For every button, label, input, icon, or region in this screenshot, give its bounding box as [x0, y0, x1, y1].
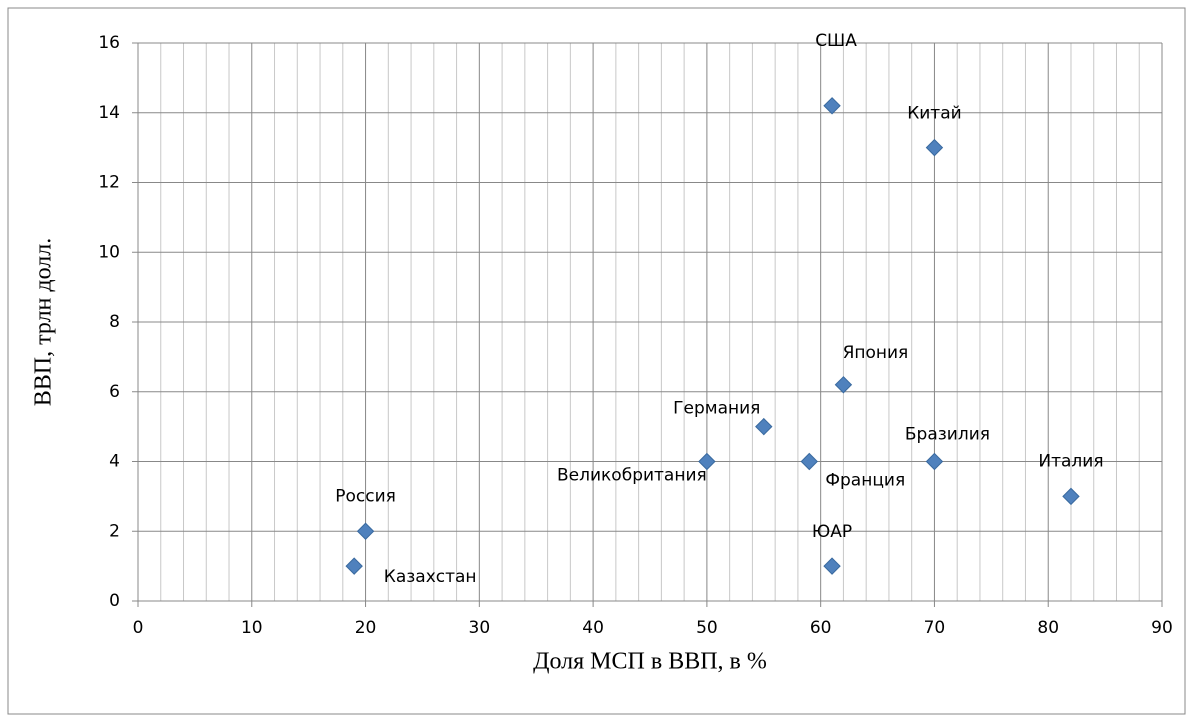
point — [834, 376, 853, 394]
point-label: Франция — [825, 471, 905, 491]
x-tick-label: 40 — [582, 618, 604, 638]
y-tick-label: 10 — [98, 242, 120, 262]
point-label: Россия — [335, 486, 396, 506]
y-tick-label: 16 — [98, 33, 120, 53]
point — [755, 417, 773, 436]
point — [823, 97, 841, 115]
point-label: Бразилия — [905, 425, 990, 445]
point — [1062, 487, 1080, 506]
x-tick-label: 30 — [469, 618, 491, 638]
x-tick-label: 70 — [924, 618, 946, 638]
y-tick-label: 4 — [109, 452, 120, 472]
x-tick-label: 90 — [1151, 618, 1173, 638]
y-tick-label: 6 — [109, 382, 120, 402]
y-axis-title: ВВП, трлн долл. — [31, 238, 57, 406]
x-tick-label: 50 — [696, 618, 718, 638]
x-tick-label: 10 — [241, 618, 263, 638]
x-tick-label: 60 — [810, 618, 832, 638]
y-tick-label: 2 — [109, 521, 120, 541]
point — [925, 452, 944, 471]
point — [345, 557, 363, 575]
y-tick-label: 8 — [109, 312, 120, 332]
point-label: Китай — [907, 104, 962, 124]
point — [356, 522, 375, 540]
y-tick-label: 14 — [98, 103, 120, 123]
x-tick-label: 0 — [133, 618, 144, 638]
x-axis-title: Доля МСП в ВВП, в % — [533, 649, 767, 675]
point — [925, 138, 944, 157]
point-label: Япония — [843, 343, 909, 363]
y-tick-label: 0 — [109, 591, 120, 611]
point-label: Германия — [673, 399, 760, 419]
chart-frame — [7, 7, 1186, 715]
y-tick-label: 12 — [98, 173, 120, 193]
point-label: Италия — [1038, 451, 1103, 471]
x-tick-label: 20 — [355, 618, 377, 638]
point-label: Великобритания — [557, 466, 707, 486]
point-label: Казахстан — [384, 567, 477, 587]
point-label: ЮАР — [812, 522, 852, 542]
point-label: США — [815, 31, 857, 51]
point — [823, 557, 841, 575]
point — [800, 452, 818, 471]
point — [698, 452, 716, 471]
x-tick-label: 80 — [1037, 618, 1059, 638]
